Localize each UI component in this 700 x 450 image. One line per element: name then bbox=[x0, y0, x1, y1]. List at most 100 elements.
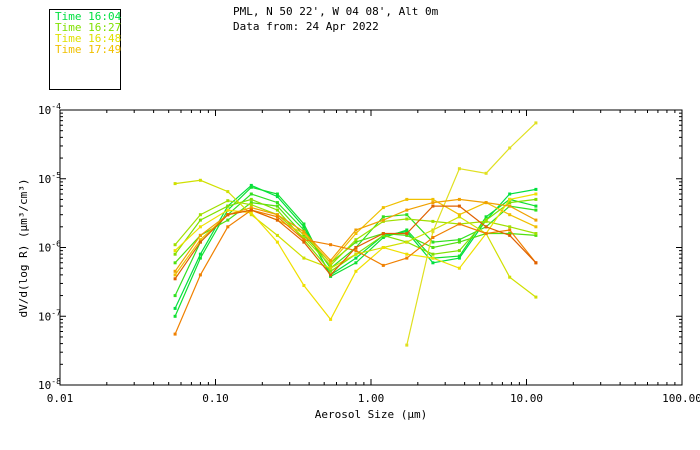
data-point bbox=[198, 213, 202, 217]
data-point bbox=[302, 236, 306, 239]
data-point bbox=[431, 236, 435, 239]
legend-entry-1749: Time 17:49 bbox=[55, 43, 122, 56]
data-point bbox=[381, 218, 385, 222]
data-point bbox=[226, 225, 230, 229]
data-point bbox=[198, 252, 202, 256]
data-point bbox=[173, 249, 177, 253]
data-point bbox=[249, 206, 253, 210]
data-point bbox=[431, 204, 435, 208]
data-point bbox=[354, 256, 358, 260]
data-point bbox=[381, 246, 385, 249]
data-point bbox=[226, 199, 230, 203]
data-point bbox=[484, 201, 488, 205]
data-point bbox=[275, 213, 279, 217]
data-point bbox=[534, 232, 538, 235]
data-point bbox=[354, 232, 358, 235]
data-point bbox=[457, 215, 461, 219]
data-point bbox=[534, 261, 538, 265]
y-tick-label: 10-5 bbox=[38, 171, 61, 186]
data-point bbox=[302, 256, 306, 260]
legend-entry-1648: Time 16:48 bbox=[55, 32, 122, 45]
data-point bbox=[249, 203, 253, 207]
x-tick-label: 0.01 bbox=[47, 392, 74, 405]
data-point bbox=[275, 208, 279, 212]
data-point bbox=[508, 201, 512, 205]
data-point bbox=[457, 167, 461, 171]
data-point bbox=[508, 213, 512, 217]
legend-entry-1604: Time 16:04 bbox=[55, 10, 122, 23]
data-point bbox=[249, 211, 253, 215]
data-point bbox=[249, 213, 253, 217]
data-point bbox=[198, 218, 202, 222]
data-point bbox=[173, 243, 177, 247]
data-point bbox=[354, 240, 358, 244]
y-tick-label: 10-4 bbox=[38, 102, 61, 117]
plot-frame bbox=[59, 109, 683, 386]
data-point bbox=[226, 218, 230, 222]
x-tick-label: 100.00 bbox=[662, 392, 700, 405]
data-point bbox=[275, 218, 279, 222]
data-point bbox=[508, 197, 512, 201]
data-point bbox=[457, 240, 461, 244]
y-axis-label: dV/d(log R) (μm³/cm³) bbox=[17, 178, 30, 317]
data-point bbox=[484, 171, 488, 175]
data-point bbox=[457, 222, 461, 226]
data-point bbox=[484, 219, 488, 223]
data-point bbox=[508, 228, 512, 232]
data-point bbox=[534, 192, 538, 196]
data-point bbox=[198, 240, 202, 244]
data-point bbox=[173, 294, 177, 298]
data-point bbox=[508, 225, 512, 229]
data-point bbox=[431, 230, 435, 234]
data-point bbox=[508, 146, 512, 150]
data-point bbox=[302, 225, 306, 229]
data-point bbox=[484, 215, 488, 219]
data-point bbox=[457, 266, 461, 270]
data-point bbox=[381, 206, 385, 210]
data-point bbox=[302, 233, 306, 237]
data-point bbox=[508, 233, 512, 237]
data-point bbox=[329, 269, 333, 273]
data-point bbox=[329, 261, 333, 265]
x-tick-label: 10.00 bbox=[510, 392, 543, 405]
data-point bbox=[457, 238, 461, 242]
data-point bbox=[173, 332, 177, 336]
data-point bbox=[226, 204, 230, 208]
data-point bbox=[354, 228, 358, 232]
data-point bbox=[381, 232, 385, 235]
data-point bbox=[508, 204, 512, 208]
data-point bbox=[302, 284, 306, 287]
data-point bbox=[405, 343, 409, 347]
data-point bbox=[329, 317, 333, 321]
data-point bbox=[534, 187, 538, 191]
data-point bbox=[275, 192, 279, 196]
data-point bbox=[405, 213, 409, 217]
data-point bbox=[173, 269, 177, 273]
data-point bbox=[302, 222, 306, 226]
data-point bbox=[275, 204, 279, 208]
data-point bbox=[173, 306, 177, 310]
data-point bbox=[354, 261, 358, 265]
data-point bbox=[354, 249, 358, 253]
data-point bbox=[405, 240, 409, 244]
data-point bbox=[198, 225, 202, 229]
data-point bbox=[249, 185, 253, 189]
data-point bbox=[329, 258, 333, 262]
data-point bbox=[534, 121, 538, 125]
data-point bbox=[431, 256, 435, 260]
data-point bbox=[329, 273, 333, 277]
data-point bbox=[173, 314, 177, 318]
data-point bbox=[329, 266, 333, 270]
data-point bbox=[275, 201, 279, 205]
data-point bbox=[484, 225, 488, 229]
data-point bbox=[354, 269, 358, 273]
data-point bbox=[198, 238, 202, 242]
data-point bbox=[275, 240, 279, 244]
data-point bbox=[431, 252, 435, 256]
data-point bbox=[508, 275, 512, 279]
data-point bbox=[226, 213, 230, 217]
legend-entry-1627: Time 16:27 bbox=[55, 21, 122, 34]
data-point bbox=[508, 232, 512, 235]
data-point bbox=[354, 238, 358, 242]
data-point bbox=[173, 261, 177, 265]
